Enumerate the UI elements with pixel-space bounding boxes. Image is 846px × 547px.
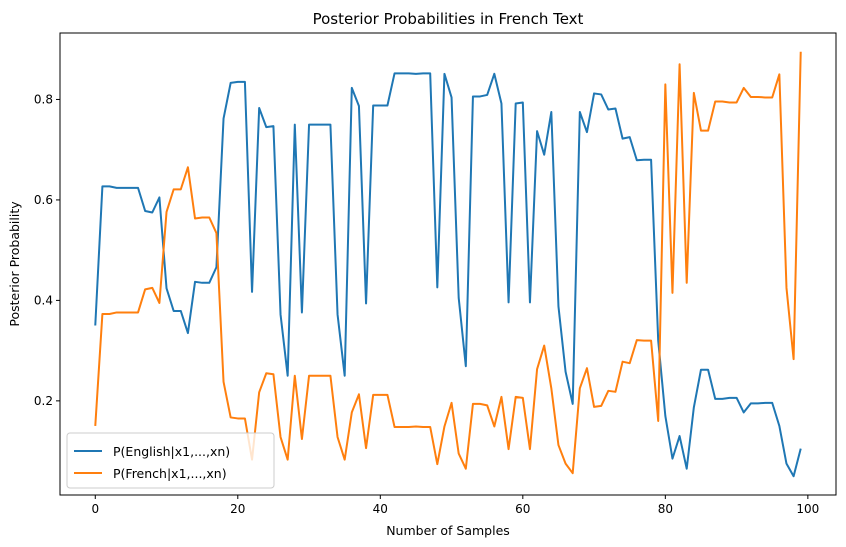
y-axis-title: Posterior Probability: [7, 201, 22, 327]
plot-area: [94, 51, 802, 478]
series-line-1: [94, 51, 802, 475]
chart-title: Posterior Probabilities in French Text: [313, 10, 584, 28]
x-axis-title: Number of Samples: [386, 523, 510, 538]
x-tick-label: 80: [658, 502, 673, 516]
x-tick-label: 60: [515, 502, 530, 516]
axes-frame: [59, 32, 837, 496]
x-tick-label: 40: [373, 502, 388, 516]
series-line-0: [94, 72, 802, 478]
y-tick-label: 0.2: [34, 394, 53, 408]
y-tick-label: 0.8: [34, 92, 53, 106]
x-tick-label: 20: [230, 502, 245, 516]
legend-label-english: P(English|x1,...,xn): [113, 444, 230, 459]
y-tick-label: 0.6: [34, 193, 53, 207]
legend: P(English|x1,...,xn) P(French|x1,...,xn): [66, 432, 275, 489]
y-tick-label: 0.4: [34, 293, 53, 307]
y-axis-ticks: 0.2 0.4 0.6 0.8: [34, 92, 60, 408]
legend-box: [66, 432, 275, 489]
x-tick-label: 100: [796, 502, 819, 516]
x-axis-ticks: 0 20 40 60 80 100: [91, 495, 819, 516]
legend-label-french: P(French|x1,...,xn): [113, 466, 227, 481]
x-tick-label: 0: [91, 502, 99, 516]
